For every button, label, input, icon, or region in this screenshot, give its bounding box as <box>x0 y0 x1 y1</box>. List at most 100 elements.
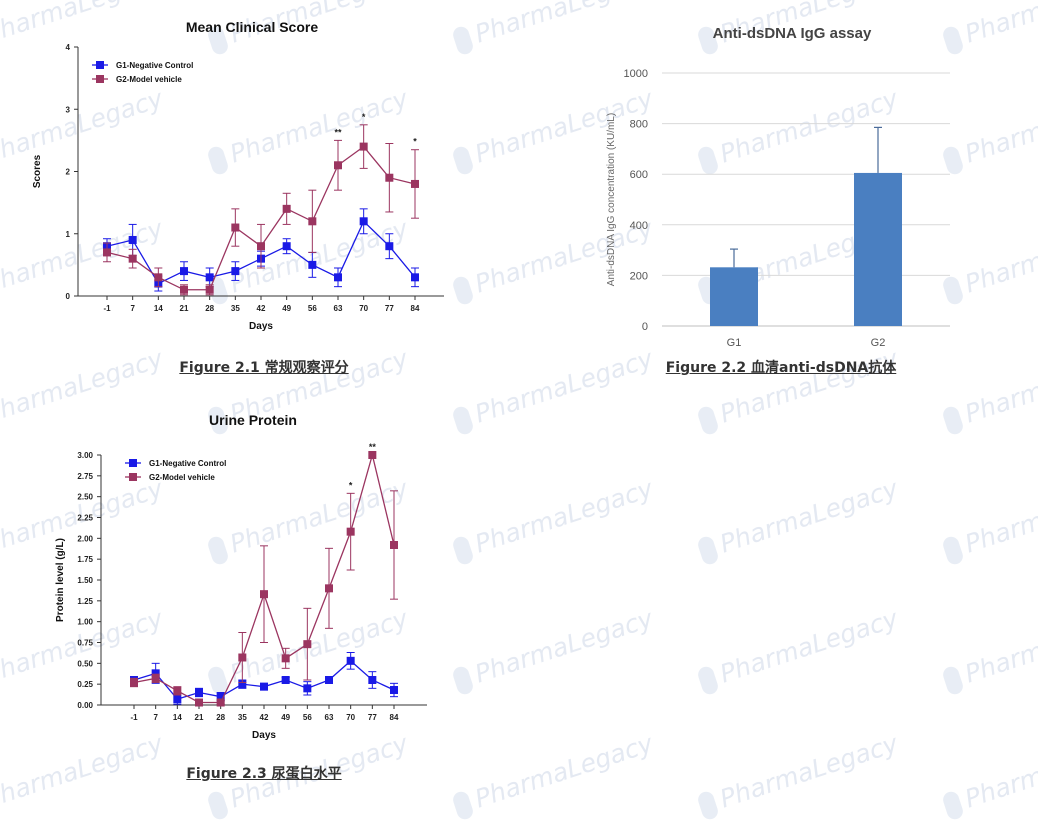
y-axis-label: Scores <box>32 154 43 188</box>
watermark-text: PharmaLegacy <box>471 728 657 814</box>
y-tick-label: 2.00 <box>77 534 93 543</box>
data-point <box>303 684 312 693</box>
x-tick-label: 63 <box>334 304 343 313</box>
data-point <box>128 254 137 263</box>
data-point <box>173 686 182 695</box>
data-point <box>282 242 291 251</box>
series-line <box>133 659 395 700</box>
x-tick-label: G1 <box>727 337 742 349</box>
data-point <box>216 698 225 707</box>
watermark-logo: PharmaLegacy <box>450 604 656 697</box>
data-point <box>238 680 247 689</box>
data-point <box>238 653 247 662</box>
legend-label: G1-Negative Control <box>116 61 193 70</box>
watermark-logo-icon <box>941 664 965 697</box>
x-tick-label: 21 <box>195 713 204 722</box>
clinical-score-chart: Mean Clinical Score 0 1 2 3 4 -1 7 14 21 28 35 42 49 5… <box>32 19 444 332</box>
watermark-logo-icon <box>696 404 720 437</box>
urine-protein-chart: Urine Protein 0.00 0.25 0.50 0.75 1.00 1.25 1.5… <box>55 412 427 741</box>
y-tick-label: 1.00 <box>77 618 93 627</box>
y-tick-label: 3.00 <box>77 451 93 460</box>
figure-2-1-caption: Figure 2.1 常规观察评分 <box>179 360 349 376</box>
x-axis-label: Days <box>252 730 276 741</box>
legend-marker <box>96 75 104 83</box>
x-tick-label: 35 <box>231 304 240 313</box>
watermark-text: PharmaLegacy <box>961 343 1038 429</box>
data-point <box>334 161 342 170</box>
y-tick-label: 400 <box>630 220 648 232</box>
data-point <box>385 173 394 182</box>
data-point <box>282 204 291 213</box>
data-point <box>231 267 240 276</box>
y-tick-label: 0.00 <box>77 701 93 710</box>
data-point <box>260 590 268 599</box>
x-tick-label: 56 <box>308 304 317 313</box>
legend-label: G2-Model vehicle <box>149 473 215 482</box>
watermark-text: PharmaLegacy <box>471 343 657 429</box>
chart-title: Anti-dsDNA IgG assay <box>713 25 872 42</box>
x-tick-label: -1 <box>130 713 138 722</box>
data-point <box>180 285 188 294</box>
chart-title: Mean Clinical Score <box>186 19 318 35</box>
y-tick-label: 1.75 <box>77 555 93 564</box>
x-tick-label: 14 <box>173 713 182 722</box>
legend-label: G2-Model vehicle <box>116 75 182 84</box>
data-point <box>257 242 265 251</box>
data-point <box>281 676 290 684</box>
significance-mark: * <box>362 112 366 122</box>
watermark-logo-icon <box>696 664 720 697</box>
watermark-text: PharmaLegacy <box>471 603 657 689</box>
watermark-text: PharmaLegacy <box>716 603 902 689</box>
data-point <box>411 179 419 188</box>
data-point <box>334 273 342 282</box>
x-tick-label: G2 <box>871 337 886 349</box>
data-point <box>260 682 268 691</box>
y-tick-label: 0.50 <box>77 659 93 668</box>
x-tick-label: 42 <box>260 713 269 722</box>
x-tick-label: 70 <box>346 713 355 722</box>
data-point <box>195 688 203 697</box>
watermark-text: PharmaLegacy <box>471 473 657 559</box>
x-tick-label: 49 <box>282 304 291 313</box>
data-point <box>151 669 160 678</box>
data-point <box>281 654 290 663</box>
x-tick-label: 63 <box>325 713 334 722</box>
data-point <box>151 674 160 683</box>
data-point <box>359 142 368 151</box>
x-tick-label: 7 <box>153 713 158 722</box>
watermark-logo: PharmaLegacy <box>940 604 1038 697</box>
significance-mark: ** <box>369 442 377 452</box>
significance-mark: ** <box>334 127 342 137</box>
x-tick-label: 49 <box>281 713 290 722</box>
y-tick-label: 0.75 <box>77 639 93 648</box>
data-point <box>154 273 163 282</box>
data-point <box>390 541 398 549</box>
x-axis-label: Days <box>249 321 273 332</box>
watermark-logo: PharmaLegacy <box>940 344 1038 437</box>
watermark-logo-icon <box>941 789 965 821</box>
data-point <box>385 242 394 251</box>
data-point <box>368 451 377 459</box>
y-tick-label: 2 <box>66 168 71 177</box>
figure-2-3-caption: Figure 2.3 尿蛋白水平 <box>186 766 342 782</box>
watermark-logo: PharmaLegacy <box>695 604 901 697</box>
data-point <box>308 217 317 226</box>
x-tick-label: -1 <box>103 304 111 313</box>
y-tick-label: 1.25 <box>77 597 93 606</box>
watermark-text: PharmaLegacy <box>961 473 1038 559</box>
x-tick-label: 7 <box>130 304 135 313</box>
data-point <box>411 273 419 282</box>
watermark-logo-icon <box>941 404 965 437</box>
significance-mark: * <box>413 137 417 147</box>
x-tick-label: 14 <box>154 304 163 313</box>
watermark-logo: PharmaLegacy <box>450 474 656 567</box>
x-tick-label: 21 <box>180 304 189 313</box>
watermark-logo: PharmaLegacy <box>940 474 1038 567</box>
watermark-logo: PharmaLegacy <box>695 474 901 567</box>
y-tick-label: 3 <box>66 105 71 114</box>
x-tick-label: 70 <box>359 304 368 313</box>
y-tick-label: 800 <box>630 119 648 131</box>
data-point <box>346 656 355 665</box>
data-point <box>368 676 377 684</box>
data-point <box>216 692 225 701</box>
